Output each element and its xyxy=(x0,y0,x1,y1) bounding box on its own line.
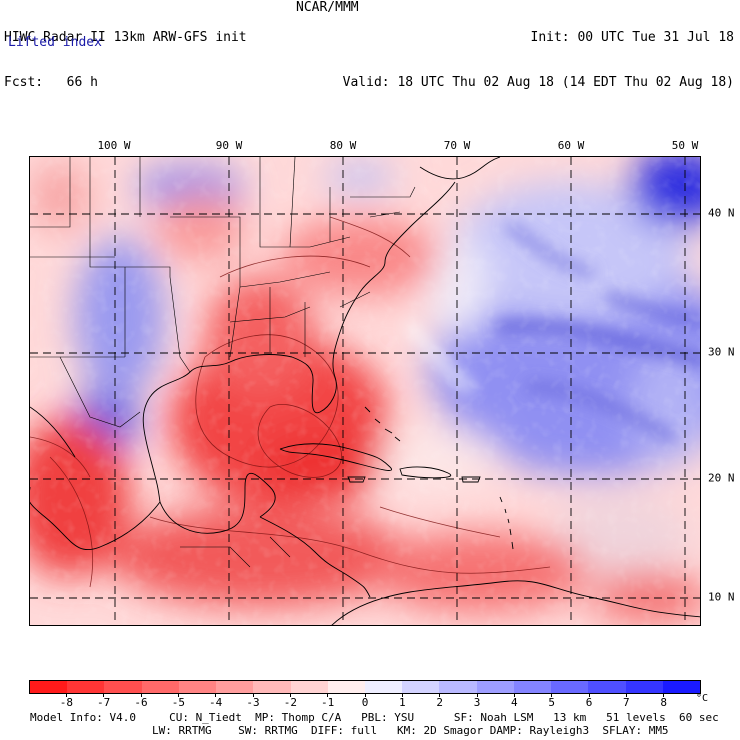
colorbar-segment xyxy=(67,681,105,693)
lon-label-60w: 60 W xyxy=(557,139,585,152)
contour-lines xyxy=(30,216,551,588)
colorbar-tick xyxy=(65,693,67,697)
colorbar-tick xyxy=(513,693,515,697)
colorbar-label: -6 xyxy=(134,696,148,709)
colorbar-segment xyxy=(30,681,68,693)
political-borders xyxy=(30,157,416,568)
colorbar-tick xyxy=(663,693,665,697)
lat-label-10n: 10 N xyxy=(708,590,735,604)
colorbar-tick xyxy=(289,693,291,697)
colorbar-label: 1 xyxy=(399,696,406,709)
lat-label-20n: 20 N xyxy=(708,471,735,485)
footer-model-info: Model Info: V4.0 CU: N_Tiedt MP: Thomp C… xyxy=(30,711,719,724)
colorbar-label: -5 xyxy=(171,696,185,709)
colorbar-tick xyxy=(177,693,179,697)
colorbar-segment xyxy=(253,681,291,693)
colorbar-label: 4 xyxy=(511,696,518,709)
colorbar-label: 2 xyxy=(436,696,443,709)
colorbar-tick xyxy=(140,693,142,697)
colorbar-segment xyxy=(513,681,552,693)
colorbar-label: -7 xyxy=(97,696,111,709)
colorbar-tick xyxy=(625,693,627,697)
lifted-index-map xyxy=(29,156,701,626)
colorbar-segment xyxy=(216,681,254,693)
lat-lon-grid xyxy=(30,157,700,625)
colorbar-segment xyxy=(625,681,663,693)
forecast-hour: Fcst: 66 h xyxy=(4,75,98,90)
colorbar-tick xyxy=(215,693,217,697)
colorbar-label: 0 xyxy=(361,696,369,709)
colorbar-tick xyxy=(364,693,366,697)
model-title: HIWC Radar II 13km ARW-GFS init xyxy=(4,30,247,45)
colorbar-segment xyxy=(588,681,626,693)
colorbar-label: -8 xyxy=(59,696,73,709)
footer-physics-info: LW: RRTMG SW: RRTMG DIFF: full KM: 2D Sm… xyxy=(152,724,669,737)
colorbar-segment xyxy=(364,681,403,693)
colorbar-label: -2 xyxy=(283,696,297,709)
colorbar-label: -1 xyxy=(321,696,335,709)
colorbar-tick xyxy=(103,693,105,697)
colorbar-tick xyxy=(327,693,329,697)
init-time: Init: 00 UTC Tue 31 Jul 18 xyxy=(530,30,735,45)
colorbar-tick xyxy=(252,693,254,697)
colorbar-segment xyxy=(402,681,440,693)
field-texture xyxy=(30,157,700,625)
colorbar xyxy=(29,680,701,694)
colorbar-label: 5 xyxy=(548,696,555,709)
colorbar-label: 8 xyxy=(660,696,667,709)
header-right: Init: 00 UTC Tue 31 Jul 18 Valid: 18 UTC… xyxy=(343,0,734,105)
coastlines xyxy=(30,157,700,625)
colorbar-segment xyxy=(551,681,589,693)
lon-label-70w: 70 W xyxy=(443,139,471,152)
colorbar-segment xyxy=(327,681,365,693)
colorbar-tick xyxy=(588,693,590,697)
colorbar-label: -3 xyxy=(246,696,260,709)
colorbar-tick xyxy=(476,693,478,697)
colorbar-segment xyxy=(141,681,179,693)
lat-label-40n: 40 N xyxy=(708,206,735,220)
valid-time: Valid: 18 UTC Thu 02 Aug 18 (14 EDT Thu … xyxy=(342,75,734,90)
colorbar-segment xyxy=(439,681,477,693)
lat-label-30n: 30 N xyxy=(708,345,735,359)
lon-label-50w: 50 W xyxy=(671,139,699,152)
field-name: Lifted index xyxy=(8,35,102,50)
map-canvas xyxy=(30,157,700,625)
colorbar-label: 3 xyxy=(473,696,481,709)
lon-label-90w: 90 W xyxy=(215,139,243,152)
header-left: HIWC Radar II 13km ARW-GFS init Fcst: 66… xyxy=(4,0,247,105)
header-organization: NCAR/MMM xyxy=(296,0,359,15)
colorbar-label: 7 xyxy=(623,696,630,709)
colorbar-segment xyxy=(662,681,700,693)
colorbar-label: -4 xyxy=(209,696,223,709)
colorbar-label: 6 xyxy=(585,696,593,709)
colorbar-segment xyxy=(104,681,142,693)
colorbar-unit: °C xyxy=(696,693,709,704)
colorbar-segment xyxy=(290,681,328,693)
colorbar-segment xyxy=(476,681,514,693)
lon-label-100w: 100 W xyxy=(97,139,131,152)
colorbar-tick xyxy=(439,693,441,697)
lon-label-80w: 80 W xyxy=(329,139,357,152)
colorbar-segment xyxy=(178,681,217,693)
colorbar-tick xyxy=(551,693,553,697)
colorbar-tick xyxy=(401,693,403,697)
